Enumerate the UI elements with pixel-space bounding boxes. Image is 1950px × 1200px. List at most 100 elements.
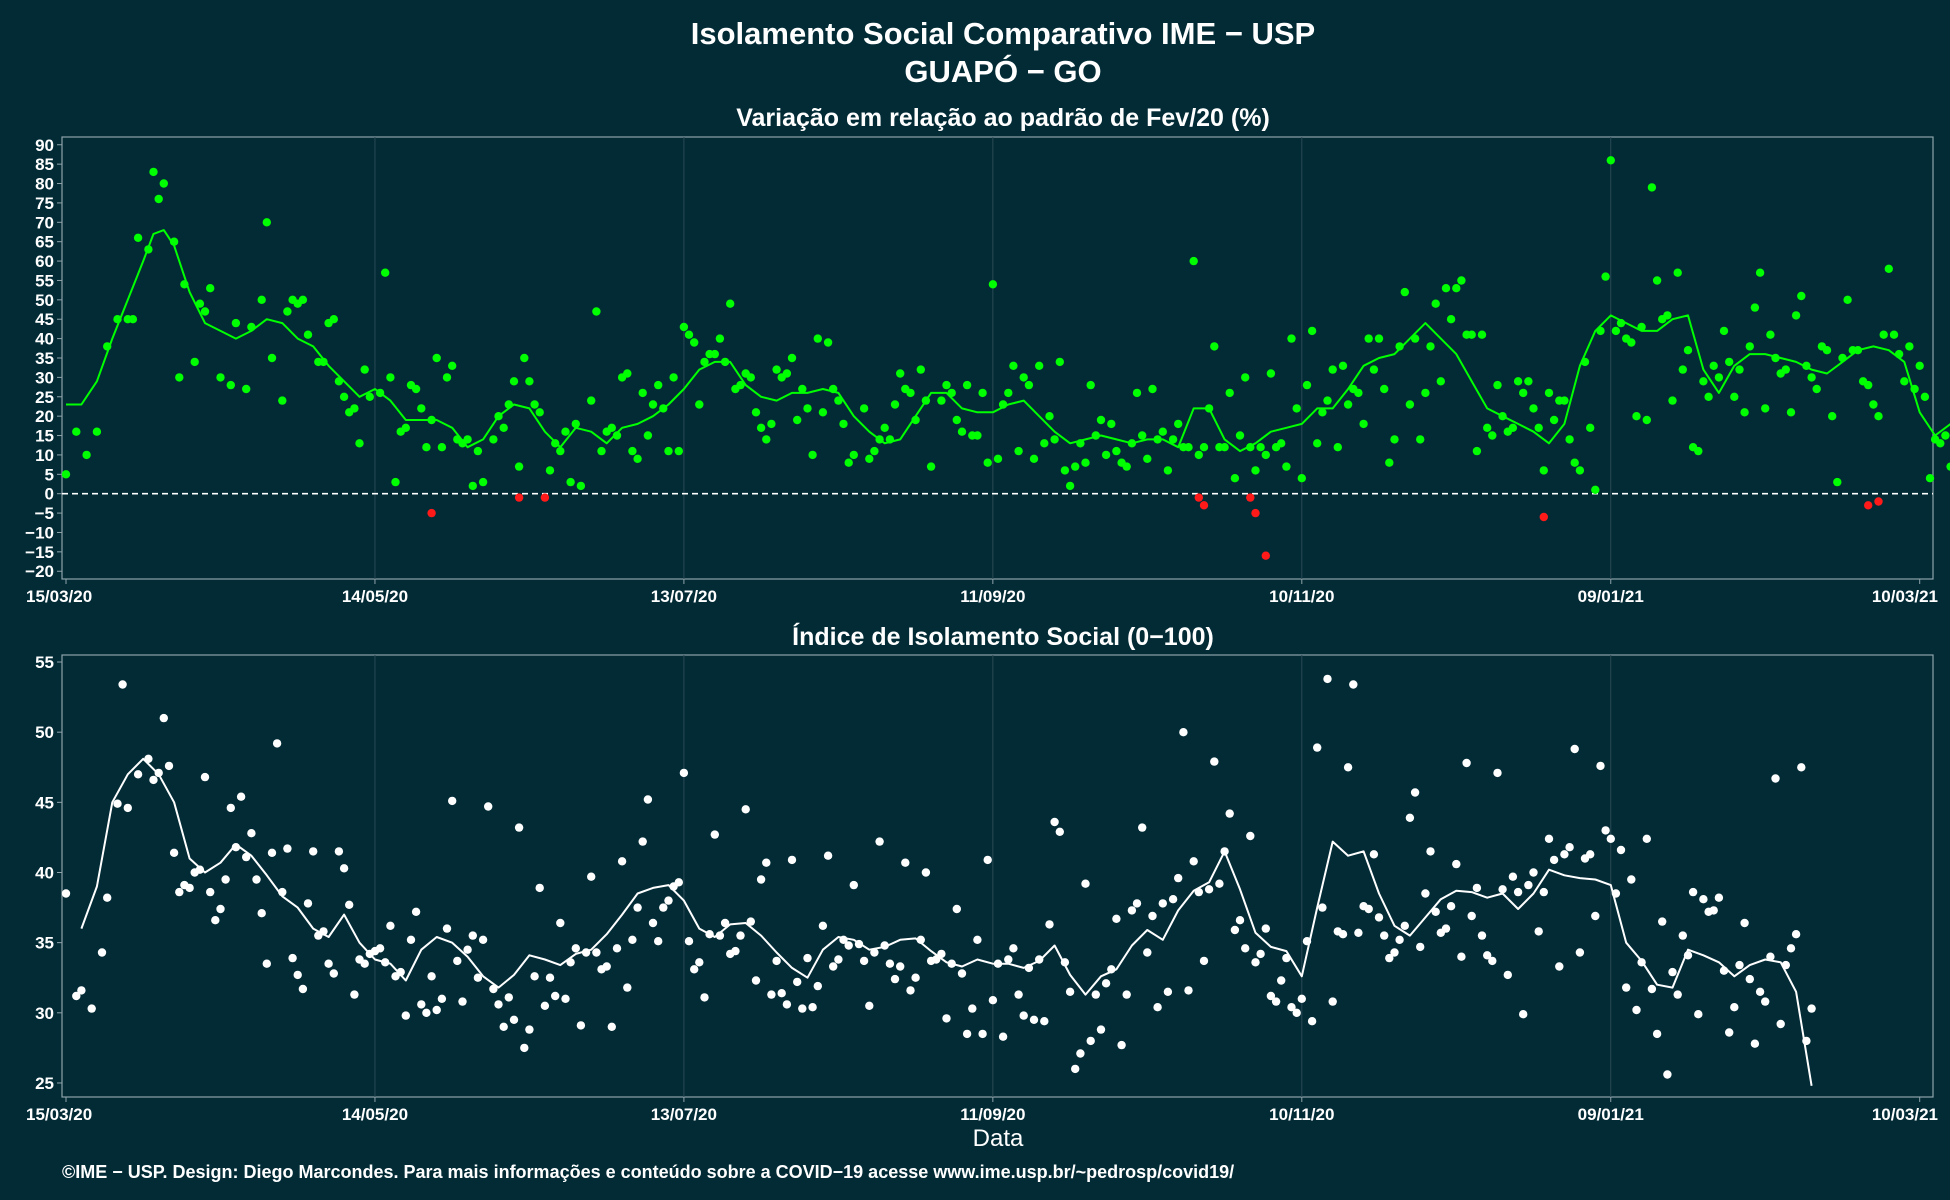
data-point xyxy=(1410,788,1420,797)
data-point xyxy=(628,446,637,456)
data-point xyxy=(1925,474,1935,483)
data-point xyxy=(1138,823,1147,832)
data-point xyxy=(803,404,812,413)
x-tick-label: 10/11/20 xyxy=(1269,1105,1334,1124)
data-point xyxy=(200,772,210,782)
data-point xyxy=(1755,987,1765,996)
data-point xyxy=(1380,931,1389,940)
x-tick-label: 10/03/21 xyxy=(1872,587,1938,606)
data-point xyxy=(133,233,143,242)
data-point xyxy=(1158,899,1168,908)
data-point xyxy=(1431,907,1440,916)
y-tick-label: 75 xyxy=(35,194,54,213)
y-tick-label: 30 xyxy=(35,1004,54,1023)
data-point xyxy=(1910,384,1919,394)
data-point xyxy=(1570,458,1579,467)
data-point xyxy=(906,986,915,995)
data-point xyxy=(715,931,725,940)
panel-1-title: Variação em relação ao padrão de Fev/20 … xyxy=(736,104,1270,132)
y-tick-label: 35 xyxy=(35,349,54,368)
data-point xyxy=(962,380,972,390)
data-point xyxy=(1148,384,1157,394)
data-point xyxy=(1374,913,1384,922)
y-tick-label: 20 xyxy=(35,407,54,426)
data-point xyxy=(1287,1003,1296,1012)
data-point xyxy=(175,887,184,897)
data-point xyxy=(602,962,611,971)
data-point xyxy=(607,423,616,432)
data-point xyxy=(916,365,925,374)
data-point xyxy=(1446,315,1456,324)
data-point xyxy=(710,349,719,359)
data-point xyxy=(473,446,483,456)
data-point xyxy=(1292,1008,1301,1017)
data-point xyxy=(638,837,647,846)
data-point xyxy=(293,970,302,980)
y-tick-label: 55 xyxy=(35,271,54,290)
data-point xyxy=(1354,928,1363,937)
data-point xyxy=(298,984,308,994)
data-point xyxy=(520,353,529,363)
data-point xyxy=(499,1022,508,1031)
data-point xyxy=(72,991,81,1001)
data-point xyxy=(566,958,575,967)
data-point xyxy=(1364,334,1373,343)
data-point xyxy=(1035,955,1044,964)
data-point xyxy=(798,1004,807,1013)
plot-frame xyxy=(61,136,1934,580)
data-point xyxy=(216,904,225,914)
data-point xyxy=(1251,958,1260,967)
data-point xyxy=(82,450,91,460)
data-point xyxy=(339,864,349,873)
panel-1-plot: 15/03/20 14/05/20 13/07/20 11/09/20 10/11/20… xyxy=(25,136,1950,606)
data-point xyxy=(545,973,555,982)
data-point xyxy=(1225,388,1234,398)
data-point xyxy=(921,396,931,405)
data-point xyxy=(1560,396,1569,405)
data-point xyxy=(556,446,565,456)
data-point xyxy=(1616,845,1626,855)
data-point xyxy=(262,218,271,227)
data-point xyxy=(1410,334,1420,343)
data-point xyxy=(1045,920,1054,929)
data-point xyxy=(962,1029,972,1039)
data-point xyxy=(1503,970,1513,980)
data-point xyxy=(1457,952,1466,961)
data-point xyxy=(787,353,797,363)
y-tick-label: 10 xyxy=(35,446,54,465)
data-point xyxy=(607,1022,616,1031)
data-point xyxy=(901,858,910,867)
data-point xyxy=(571,419,580,429)
data-point xyxy=(1246,831,1255,841)
data-point xyxy=(509,1015,519,1024)
data-point xyxy=(870,948,879,957)
x-tick-label: 13/07/20 xyxy=(651,1105,717,1124)
data-point xyxy=(329,969,338,978)
data-point xyxy=(684,937,694,946)
data-point xyxy=(1179,728,1188,737)
data-point xyxy=(1199,443,1209,452)
data-point xyxy=(859,956,869,966)
data-point xyxy=(494,1000,503,1009)
data-point xyxy=(1019,373,1028,382)
data-point xyxy=(1107,965,1116,974)
data-point xyxy=(1091,990,1101,999)
data-point xyxy=(793,977,802,987)
data-point xyxy=(1802,1036,1811,1046)
data-point xyxy=(715,334,725,343)
data-point xyxy=(762,858,771,867)
data-point xyxy=(1699,377,1708,386)
data-point xyxy=(525,377,534,386)
data-point xyxy=(422,443,431,452)
data-point xyxy=(803,953,812,963)
y-tick-label: −20 xyxy=(25,562,54,581)
data-point xyxy=(61,889,71,898)
data-point xyxy=(319,357,328,367)
data-point xyxy=(875,837,884,846)
data-point xyxy=(61,470,71,479)
data-point xyxy=(1158,427,1168,436)
data-point xyxy=(762,435,771,444)
data-point xyxy=(319,927,328,936)
data-point xyxy=(1153,1003,1162,1012)
